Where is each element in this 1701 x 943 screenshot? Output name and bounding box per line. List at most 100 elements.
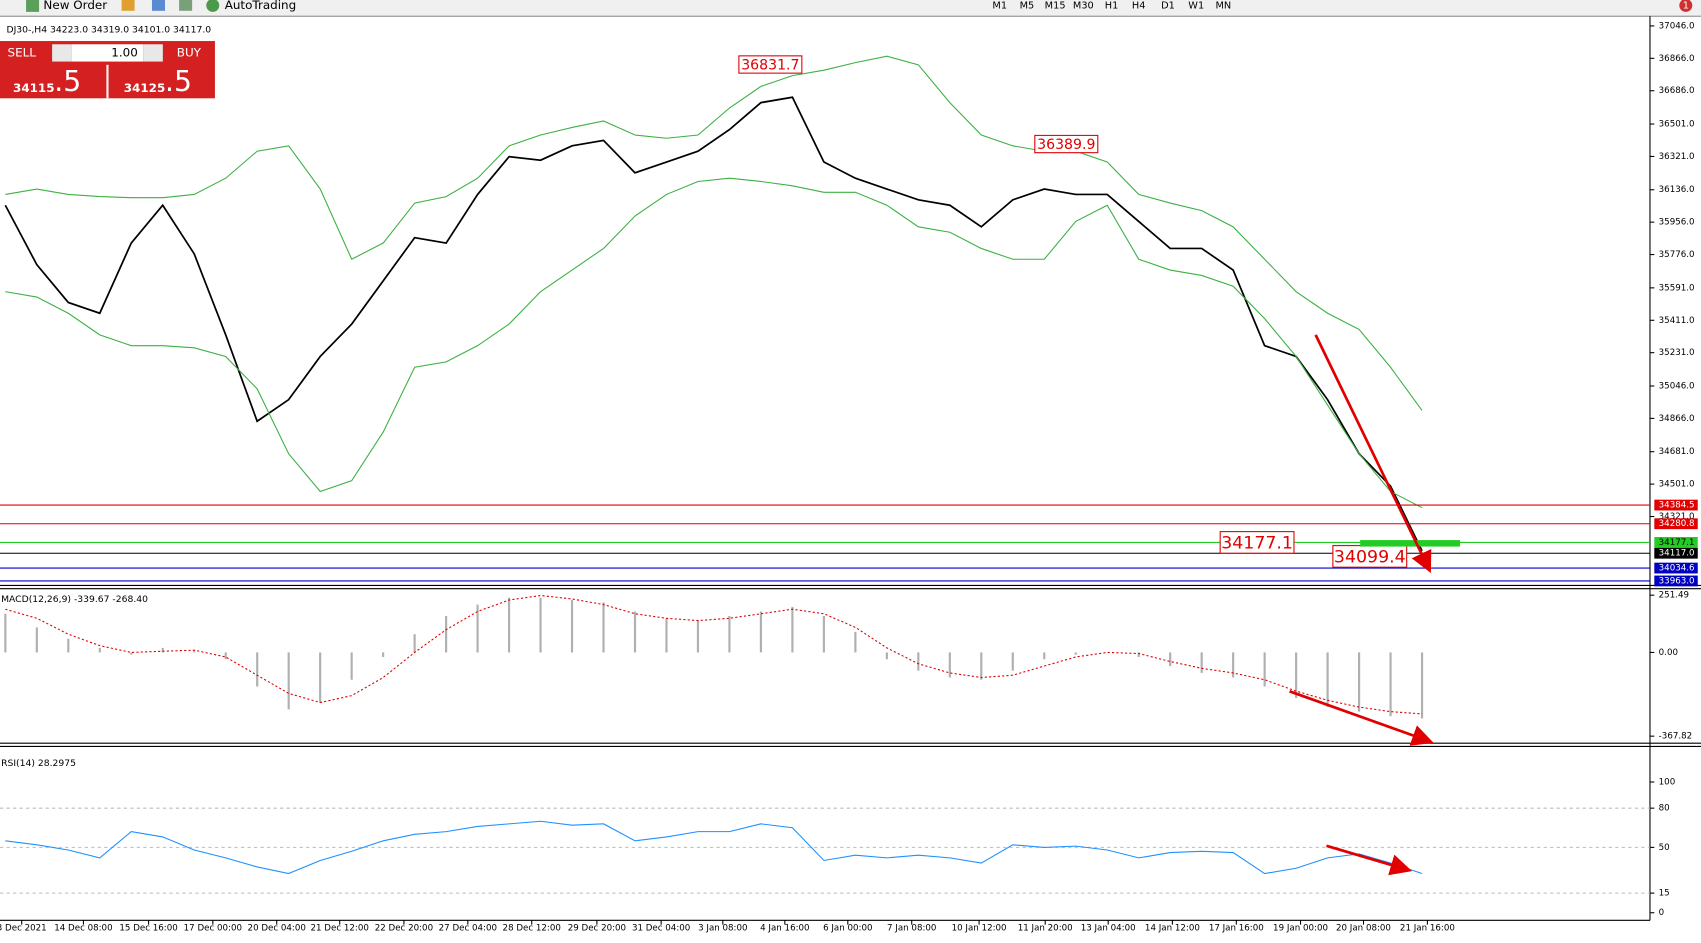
new-order-icon[interactable] (26, 0, 40, 12)
macd-bar (1043, 652, 1046, 660)
macd-bar (728, 616, 731, 653)
y-tick-label: 36136.0 (1659, 185, 1695, 195)
x-tick-label: 19 Jan 00:00 (1273, 923, 1328, 933)
buy-price[interactable]: 34125 (124, 81, 166, 95)
y-tick-label: 34501.0 (1659, 480, 1695, 490)
trend-arrow (1289, 690, 1434, 746)
x-tick-label: 3 Dec 2021 (0, 923, 47, 933)
macd-bar (633, 611, 637, 653)
price-axis (1649, 15, 1701, 921)
rsi-line (5, 820, 1423, 875)
toolbar-icon[interactable] (179, 0, 193, 11)
x-tick-label: 4 Jan 16:00 (760, 923, 809, 933)
price-level-tag (1654, 562, 1698, 574)
bollinger-band (5, 55, 1423, 411)
timeframe-button[interactable]: W1 (1188, 0, 1204, 11)
macd-bar (885, 652, 888, 660)
macd-bar (67, 638, 70, 653)
macd-bar (696, 620, 700, 653)
y-tick-label: -367.82 (1659, 732, 1693, 742)
toolbar-icon[interactable] (121, 0, 135, 11)
macd-bar (570, 600, 574, 653)
lot-decrease[interactable] (52, 44, 72, 62)
annotation-label: 36831.7 (741, 58, 799, 74)
sell-price-pip[interactable]: .5 (54, 65, 81, 98)
y-tick-label: 15 (1659, 889, 1670, 899)
y-tick-label: 36686.0 (1659, 86, 1695, 96)
y-tick-label: 80 (1659, 804, 1670, 814)
macd-bar (445, 616, 448, 653)
annotation-label: 34099.4 (1334, 548, 1406, 568)
toolbar-icon[interactable] (151, 0, 165, 11)
price-level-label: 34384.5 (1659, 501, 1695, 511)
y-tick-label: 35956.0 (1659, 218, 1695, 228)
timeframe-button[interactable]: D1 (1161, 0, 1175, 11)
bollinger-band (5, 177, 1423, 509)
notification-count: 1 (1683, 0, 1689, 11)
divider (106, 64, 109, 99)
timeframe-button[interactable]: M5 (1020, 0, 1035, 11)
macd-bar (854, 631, 857, 653)
price-level-tag (1654, 575, 1698, 587)
lot-increase[interactable] (143, 44, 163, 62)
x-tick-label: 22 Dec 20:00 (375, 923, 433, 933)
y-tick-label: 35231.0 (1659, 348, 1695, 358)
macd-bar (319, 652, 322, 703)
macd-bar (948, 652, 951, 678)
sell-price[interactable]: 34115 (13, 81, 55, 95)
timeframe-button[interactable]: MN (1216, 0, 1232, 11)
price-level-label: 34280.8 (1659, 519, 1695, 529)
timeframe-button[interactable]: M1 (992, 0, 1007, 11)
macd-bar (130, 652, 133, 655)
macd-bar (98, 647, 101, 653)
new-order-button[interactable]: New Order (43, 0, 107, 12)
y-tick-label: 35591.0 (1659, 283, 1695, 293)
macd-bar (602, 602, 605, 653)
macd-bar (161, 647, 164, 653)
annotation-label: 36389.9 (1037, 137, 1095, 153)
price-line (4, 96, 1423, 552)
macd-bar (4, 613, 7, 653)
macd-bar (759, 611, 763, 653)
annotation-box (1034, 134, 1099, 154)
price-level-label: 34034.6 (1659, 564, 1695, 574)
timeframe-button[interactable]: H4 (1132, 0, 1146, 11)
lot-value: 1.00 (111, 45, 138, 59)
x-tick-label: 10 Jan 12:00 (952, 923, 1007, 933)
macd-bar (1326, 652, 1329, 708)
macd-bar (287, 652, 290, 710)
x-tick-label: 31 Dec 04:00 (632, 923, 690, 933)
signal-line (5, 594, 1423, 715)
macd-bar (1074, 652, 1077, 655)
one-click-trading: SELL 1.00 BUY 34115 .5 34125 .5 (0, 41, 215, 99)
x-tick-label: 21 Dec 12:00 (311, 923, 369, 933)
buy-button[interactable]: BUY (177, 45, 202, 59)
x-tick-label: 29 Dec 20:00 (568, 923, 626, 933)
macd-bar (1011, 652, 1014, 671)
y-tick-label: 0 (1659, 908, 1665, 918)
timeframe-button[interactable]: H1 (1105, 0, 1119, 11)
auto-trading-icon[interactable] (206, 0, 220, 12)
buy-price-pip[interactable]: .5 (165, 65, 192, 98)
lot-input[interactable] (71, 44, 144, 62)
x-tick-label: 11 Jan 20:00 (1018, 923, 1073, 933)
x-tick-label: 20 Dec 04:00 (248, 923, 306, 933)
price-level-label: 34177.1 (1659, 538, 1695, 548)
sell-button[interactable]: SELL (7, 45, 36, 59)
indicator-title: MACD(12,26,9) -339.67 -268.40 (1, 594, 148, 605)
macd-bar (1420, 652, 1424, 719)
price-level-tag (1654, 518, 1698, 530)
notification-badge[interactable] (1679, 0, 1693, 12)
timeframe-button[interactable]: M15 (1045, 0, 1066, 11)
auto-trading-button[interactable]: AutoTrading (225, 0, 297, 12)
x-tick-label: 14 Dec 08:00 (54, 923, 112, 933)
macd-bar (382, 652, 385, 657)
x-tick-label: 27 Dec 04:00 (439, 923, 497, 933)
x-tick-label: 21 Jan 16:00 (1400, 923, 1455, 933)
annotation-box (738, 55, 803, 74)
timeframe-button[interactable]: M30 (1073, 0, 1094, 11)
macd-bar (1137, 652, 1140, 657)
